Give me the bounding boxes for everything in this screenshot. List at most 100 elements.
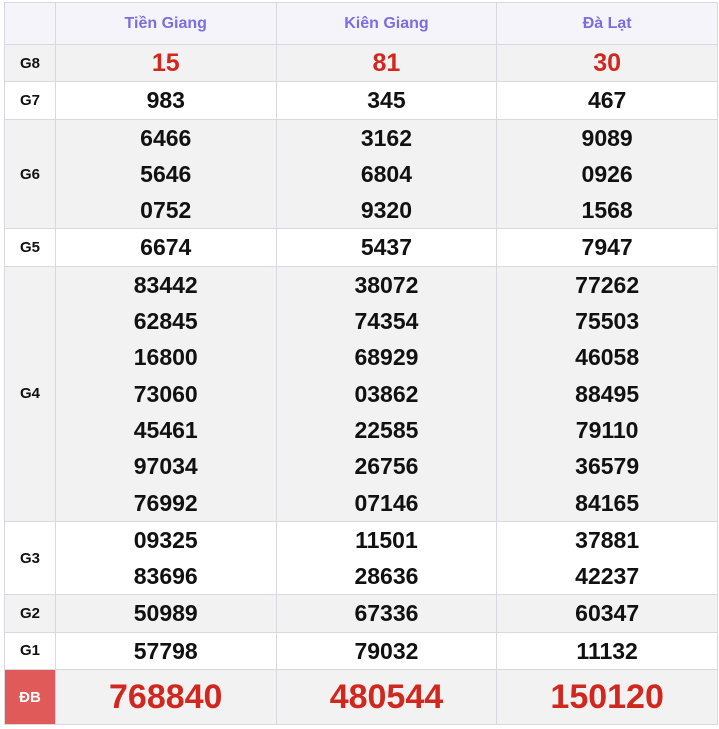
- prize-number: 0752: [140, 197, 192, 224]
- prize-number: 83696: [133, 563, 198, 590]
- prize-cell: 09325 83696: [54, 520, 277, 596]
- prize-cell: 5437: [275, 228, 498, 267]
- prize-number: 26756: [354, 453, 419, 480]
- header-row: Tiền Giang Kiên Giang Đà Lạt: [4, 2, 718, 45]
- prize-cell: 7947: [496, 228, 718, 267]
- prize-number: 77262: [575, 271, 640, 298]
- prize-cell: 480544: [275, 669, 498, 726]
- prize-number: 50989: [133, 600, 198, 627]
- prize-number: 345: [367, 87, 406, 114]
- prize-number: 81: [372, 49, 401, 77]
- prize-cell: 6674: [54, 228, 277, 267]
- prize-cell: 57798: [54, 631, 277, 671]
- prize-number: 36579: [575, 453, 640, 480]
- prize-number: 9320: [360, 197, 413, 224]
- prize-number: 88495: [575, 380, 640, 407]
- prize-number: 30: [593, 49, 622, 77]
- prize-number: 0926: [581, 160, 633, 187]
- prize-number: 11501: [355, 526, 418, 553]
- prize-number: 57798: [133, 637, 198, 664]
- corner-cell: [4, 2, 56, 45]
- prize-cell: 79032: [275, 631, 498, 671]
- prize-number: 97034: [133, 453, 198, 480]
- province-header[interactable]: Tiền Giang: [54, 2, 277, 45]
- prize-row-g3: G3 09325 83696 11501 28636 37881 42237: [4, 520, 718, 596]
- prize-number: 07146: [354, 489, 419, 516]
- prize-cell: 9089 0926 1568: [496, 118, 718, 230]
- prize-number: 68929: [354, 344, 419, 371]
- prize-number: 28636: [354, 563, 419, 590]
- prize-number: 3162: [360, 124, 413, 151]
- prize-cell: 30: [496, 43, 718, 83]
- prize-row-g2: G2 50989 67336 60347: [4, 594, 718, 633]
- prize-number: 15: [151, 49, 180, 77]
- prize-number: 42237: [575, 563, 640, 590]
- prize-number: 62845: [133, 308, 198, 335]
- prize-cell: 60347: [496, 594, 718, 633]
- prize-number: 6804: [360, 160, 413, 187]
- prize-cell: 3162 6804 9320: [275, 118, 498, 230]
- prize-row-g1: G1 57798 79032 11132: [4, 631, 718, 671]
- prize-cell: 6466 5646 0752: [54, 118, 277, 230]
- prize-number: 84165: [575, 489, 640, 516]
- prize-number: 480544: [329, 678, 444, 717]
- prize-row-g7: G7 983 345 467: [4, 81, 718, 120]
- prize-number: 73060: [133, 380, 198, 407]
- prize-row-g8: G8 15 81 30: [4, 43, 718, 83]
- province-header[interactable]: Đà Lạt: [496, 2, 718, 45]
- prize-cell: 11132: [496, 631, 718, 671]
- prize-cell: 345: [275, 81, 498, 120]
- prize-cell: 37881 42237: [496, 520, 718, 596]
- prize-number: 09325: [133, 526, 198, 553]
- prize-row-đb: ĐB 768840 480544 150120: [4, 669, 718, 726]
- prize-cell: 81: [275, 43, 498, 83]
- prize-number: 7947: [581, 234, 633, 261]
- prize-number: 5437: [360, 234, 413, 261]
- province-header[interactable]: Kiên Giang: [275, 2, 498, 45]
- prize-cell: 11501 28636: [275, 520, 498, 596]
- prize-cell: 77262 75503 46058 88495 79110 36579 84165: [496, 265, 718, 522]
- prize-row-g4: G4 83442 62845 16800 73060 45461 97034 76992 380…: [4, 265, 718, 522]
- prize-number: 11132: [576, 637, 638, 664]
- prize-label: G5: [4, 228, 56, 267]
- prize-label: G2: [4, 594, 56, 633]
- prize-number: 983: [146, 87, 185, 114]
- prize-number: 75503: [575, 308, 640, 335]
- prize-number: 6466: [140, 124, 192, 151]
- prize-label: G3: [4, 520, 56, 596]
- lottery-results-table: Tiền Giang Kiên Giang Đà Lạt G8 15 81 30 G7 9…: [4, 2, 718, 726]
- prize-cell: 983: [54, 81, 277, 120]
- prize-number: 03862: [354, 380, 419, 407]
- prize-number: 74354: [354, 308, 419, 335]
- prize-row-g5: G5 6674 5437 7947: [4, 228, 718, 267]
- prize-label: G6: [4, 118, 56, 230]
- prize-row-g6: G6 6466 5646 0752 3162 6804 9320 9089 0926 1568: [4, 118, 718, 230]
- prize-number: 67336: [354, 600, 419, 627]
- prize-number: 60347: [575, 600, 640, 627]
- prize-number: 79110: [575, 416, 639, 443]
- prize-number: 5646: [140, 160, 192, 187]
- prize-number: 6674: [140, 234, 192, 261]
- prize-label: G4: [4, 265, 56, 522]
- prize-cell: 38072 74354 68929 03862 22585 26756 07146: [275, 265, 498, 522]
- prize-number: 9089: [581, 124, 633, 151]
- prize-number: 22585: [354, 416, 419, 443]
- prize-number: 1568: [581, 197, 633, 224]
- prize-number: 16800: [133, 344, 198, 371]
- prize-cell: 15: [54, 43, 277, 83]
- prize-number: 79032: [354, 637, 419, 664]
- prize-number: 83442: [133, 271, 198, 298]
- prize-number: 467: [587, 87, 627, 114]
- prize-cell: 83442 62845 16800 73060 45461 97034 76992: [54, 265, 277, 522]
- prize-label: G7: [4, 81, 56, 120]
- prize-cell: 768840: [54, 669, 277, 726]
- prize-number: 768840: [109, 678, 223, 717]
- prize-number: 45461: [133, 416, 198, 443]
- prize-cell: 50989: [54, 594, 277, 633]
- prize-cell: 467: [496, 81, 718, 120]
- prize-number: 38072: [354, 271, 419, 298]
- prize-number: 76992: [133, 489, 198, 516]
- prize-number: 150120: [550, 678, 664, 717]
- prize-label: G8: [4, 43, 56, 83]
- prize-cell: 67336: [275, 594, 498, 633]
